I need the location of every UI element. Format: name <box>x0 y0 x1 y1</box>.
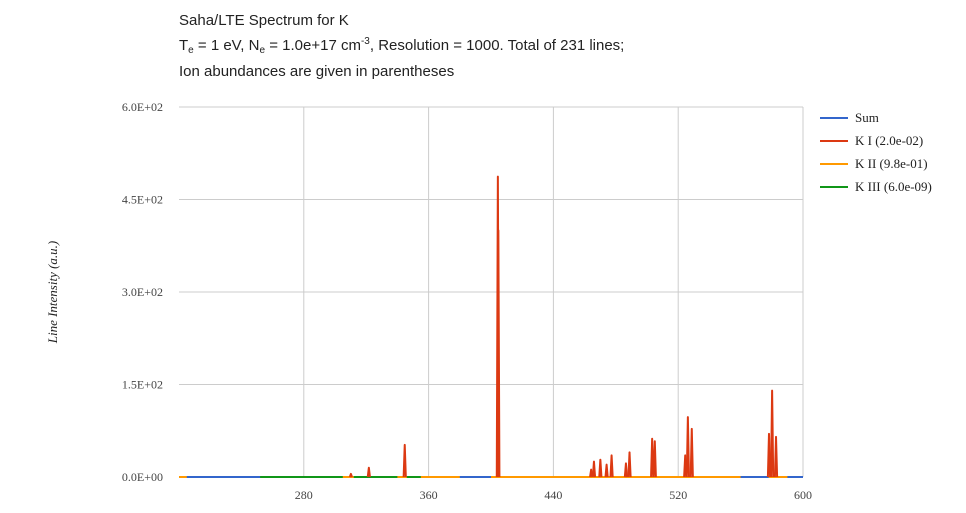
legend-swatch <box>820 162 848 165</box>
legend-item: K I (2.0e-02) <box>820 129 932 152</box>
x-tick-label: 600 <box>794 488 812 502</box>
legend-label: Sum <box>855 109 879 125</box>
legend-label: K III (6.0e-09) <box>855 178 932 194</box>
legend-item: Sum <box>820 106 932 129</box>
spectral-peak <box>652 440 657 478</box>
y-tick-label: 0.0E+00 <box>122 470 163 484</box>
y-tick-label: 6.0E+02 <box>122 100 163 114</box>
legend-label: K I (2.0e-02) <box>855 132 924 148</box>
legend-item: K II (9.8e-01) <box>820 152 932 175</box>
spectral-peak <box>609 454 614 478</box>
chart-title: Saha/LTE Spectrum for K Te = 1 eV, Ne = … <box>179 10 624 82</box>
legend-label: K II (9.8e-01) <box>855 155 928 171</box>
y-tick-label: 3.0E+02 <box>122 285 163 299</box>
spectral-peak <box>689 427 694 478</box>
title-line-1: Saha/LTE Spectrum for K <box>179 12 349 29</box>
title-line-3: Ion abundances are given in parentheses <box>179 63 455 80</box>
y-tick-label: 1.5E+02 <box>122 378 163 392</box>
y-tick-label: 4.5E+02 <box>122 193 163 207</box>
spectral-peak <box>402 443 407 478</box>
spectral-peak <box>685 416 690 478</box>
x-tick-label: 520 <box>669 488 687 502</box>
legend-item: K III (6.0e-09) <box>820 175 932 198</box>
x-tick-label: 280 <box>295 488 313 502</box>
spectral-peak <box>348 472 353 478</box>
spectral-peak <box>496 229 501 478</box>
legend-swatch <box>820 116 848 119</box>
spectral-peak <box>650 437 655 478</box>
spectral-peak <box>366 466 371 478</box>
spectral-peak <box>627 451 632 478</box>
spectral-peak <box>604 463 609 478</box>
legend-swatch <box>820 185 848 188</box>
x-tick-label: 360 <box>420 488 438 502</box>
spectral-peak <box>770 389 775 478</box>
x-tick-label: 440 <box>544 488 562 502</box>
legend: Sum K I (2.0e-02) K II (9.8e-01) K III (6.0… <box>820 106 932 198</box>
spectral-peak <box>591 460 597 478</box>
title-line-2: Te = 1 eV, Ne = 1.0e+17 cm-3, Resolution… <box>179 36 625 56</box>
spectral-peak <box>589 468 594 478</box>
spectral-peak <box>623 462 629 478</box>
spectral-peak <box>773 435 779 478</box>
spectral-peak <box>598 458 603 478</box>
spectral-peak <box>766 432 772 478</box>
legend-swatch <box>820 139 848 142</box>
